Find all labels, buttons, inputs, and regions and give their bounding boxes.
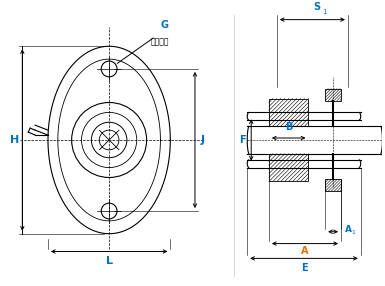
Text: A: A xyxy=(345,225,352,234)
Text: 螺栓尺寸: 螺栓尺寸 xyxy=(151,37,169,46)
Text: H: H xyxy=(10,135,19,145)
Text: G: G xyxy=(161,21,168,31)
Text: A: A xyxy=(301,247,309,257)
Bar xyxy=(325,89,341,100)
Text: 1: 1 xyxy=(322,9,327,15)
Text: E: E xyxy=(301,263,307,273)
Text: B: B xyxy=(285,122,292,132)
Text: L: L xyxy=(105,256,113,266)
Text: F: F xyxy=(239,135,245,145)
Bar xyxy=(325,179,341,191)
Text: 1: 1 xyxy=(351,230,355,235)
Bar xyxy=(269,99,308,126)
Bar xyxy=(269,154,308,181)
Text: J: J xyxy=(201,135,205,145)
Text: S: S xyxy=(313,2,320,12)
